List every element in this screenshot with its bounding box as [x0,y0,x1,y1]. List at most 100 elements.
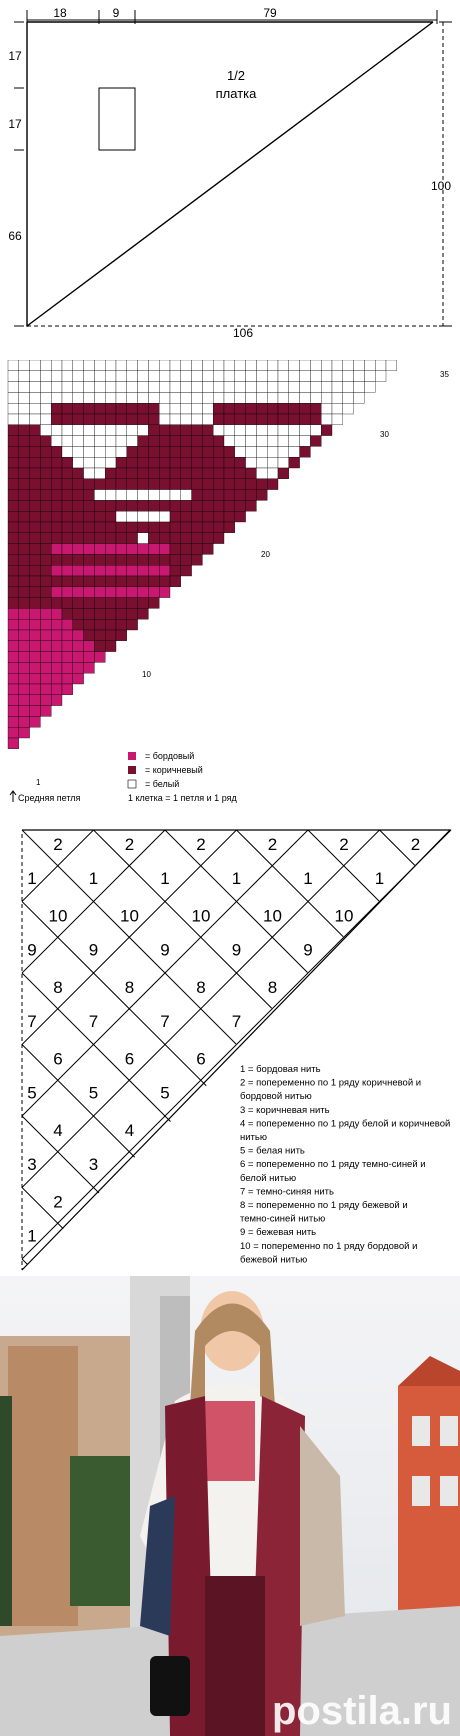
chart-cell-brown [83,629,95,641]
legend-swatch-bordo [128,752,136,760]
chart-cell-brown [29,597,41,609]
chart-cell-brown [105,554,117,566]
chart-cell-white [148,392,160,404]
chart-cell-brown [137,457,149,469]
chart-cell-white [331,392,343,404]
chart-cell-white [148,381,160,393]
chart-cell-white [126,392,138,404]
chart-cell-white [148,511,160,523]
chart-cell-white [94,370,106,382]
chart-cell-brown [234,413,246,425]
chart-cell-bordo [51,683,63,695]
chart-cells [7,359,397,749]
chart-cell-white [277,381,289,393]
chart-cell-white [115,435,127,447]
chart-cell-white [137,532,149,544]
chart-cell-white [256,370,268,382]
chart-cell-brown [29,446,41,458]
chart-cell-brown [40,478,52,490]
rhombus-number: 1 [27,1227,36,1246]
rhombus-number: 6 [53,1050,62,1069]
chart-cell-brown [105,478,117,490]
rhombus-number: 10 [49,907,68,926]
chart-cell-white [83,467,95,479]
chart-cell-white [277,435,289,447]
chart-cell-brown [40,565,52,577]
chart-cell-brown [72,608,84,620]
rhombus-legend-item: темно-синей нитью [240,1214,325,1225]
chart-cell-brown [83,608,95,620]
rhombus-number: 10 [335,907,354,926]
chart-cell-brown [159,554,171,566]
chart-cell-brown [245,489,257,501]
chart-cell-bordo [94,543,106,555]
rhombus-number: 2 [411,835,420,854]
chart-cell-bordo [7,619,19,631]
legend-swatch-white [127,779,137,789]
chart-cell-brown [51,554,63,566]
chart-cell-white [169,403,181,415]
chart-cell-white [321,392,333,404]
photo-illustration: postila.ru [0,1276,460,1736]
chart-cell-brown [7,489,19,501]
chart-cell-brown [40,586,52,598]
chart-cell-brown [29,543,41,555]
chart-cell-bordo [159,586,171,598]
chart-cell-brown [169,500,181,512]
chart-cell-brown [191,457,203,469]
chart-cell-white [202,381,214,393]
chart-cell-brown [72,511,84,523]
chart-cell-white [256,435,268,447]
chart-cell-brown [321,424,333,436]
chart-cell-brown [94,629,106,641]
chart-cell-white [7,370,19,382]
chart-cell-white [18,403,30,415]
rhombus-number: 6 [125,1050,134,1069]
chart-cell-white [277,392,289,404]
chart-cell-brown [51,489,63,501]
chart-cell-brown [202,543,214,555]
chart-cell-brown [137,554,149,566]
chart-cell-white [61,446,73,458]
hedge [70,1456,130,1606]
chart-cell-bordo [159,565,171,577]
chart-cell-white [169,489,181,501]
chart-cell-bordo [61,662,73,674]
chart-cell-brown [115,467,127,479]
chart-cell-brown [288,413,300,425]
window [412,1416,430,1446]
chart-cell-brown [213,532,225,544]
chart-cell-brown [115,554,127,566]
chart-cell-brown [213,478,225,490]
chart-cell-brown [18,586,30,598]
chart-cell-bordo [18,716,30,728]
chart-cell-brown [29,478,41,490]
chart-cell-white [321,359,333,371]
rhombus-number: 1 [27,869,36,888]
chart-cell-brown [159,575,171,587]
chart-cell-brown [29,467,41,479]
chart-cell-bordo [40,673,52,685]
chart-cell-white [115,381,127,393]
hedge-left [0,1396,12,1626]
chart-cell-brown [40,467,52,479]
chart-cell-bordo [83,565,95,577]
chart-cell-brown [7,597,19,609]
chart-cell-brown [115,608,127,620]
color-chart: 35 30 20 10 1 = бордовый = коричневый = … [7,359,449,803]
chart-cell-brown [191,489,203,501]
chart-cell-brown [40,489,52,501]
chart-cell-white [40,381,52,393]
chart-cell-brown [191,543,203,555]
chart-cell-white [299,424,311,436]
rhombus-grid-line [21,1187,64,1230]
chart-cell-bordo [61,683,73,695]
chart-cell-white [83,381,95,393]
rhombus-number: 2 [53,1193,62,1212]
chart-cell-brown [126,554,138,566]
chart-cell-brown [7,500,19,512]
chart-cell-brown [169,478,181,490]
chart-cell-brown [29,511,41,523]
chart-cell-brown [72,489,84,501]
chart-cell-bordo [159,543,171,555]
